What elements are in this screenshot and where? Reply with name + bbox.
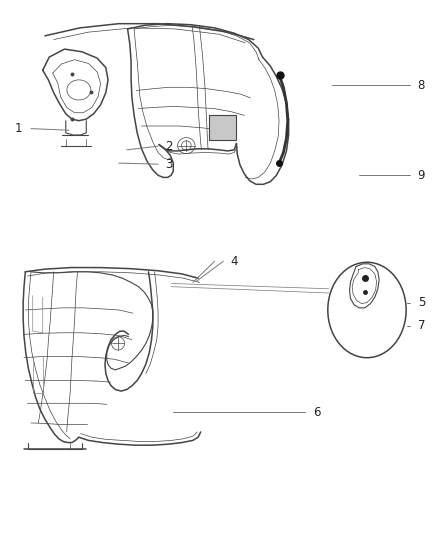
Text: 5: 5 xyxy=(418,296,425,309)
Text: 9: 9 xyxy=(417,169,425,182)
Text: 7: 7 xyxy=(417,319,425,333)
FancyBboxPatch shape xyxy=(209,115,237,140)
Text: 2: 2 xyxy=(165,140,173,152)
Text: 3: 3 xyxy=(165,158,173,171)
Text: 4: 4 xyxy=(230,255,238,268)
Text: 6: 6 xyxy=(313,406,321,419)
Text: 1: 1 xyxy=(15,122,22,135)
Text: 8: 8 xyxy=(418,79,425,92)
